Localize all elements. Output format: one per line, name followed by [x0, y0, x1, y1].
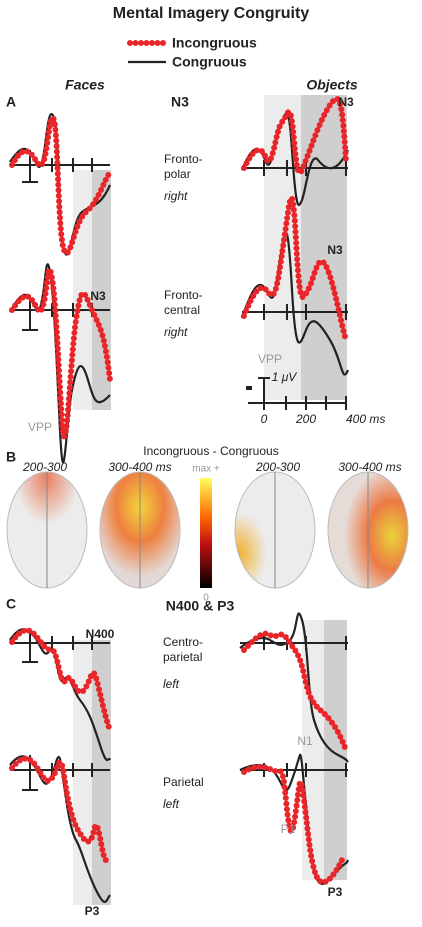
column-title: Faces: [65, 77, 105, 93]
waveform-incongruous: [9, 627, 113, 733]
peak-label: VPP: [28, 420, 52, 434]
legend-label: Congruous: [172, 54, 247, 70]
peak-label: P3: [328, 885, 343, 899]
hemisphere: right: [164, 189, 188, 203]
window-shade: [324, 620, 347, 880]
peak-label: P3: [85, 904, 100, 918]
colorbar-max: max +: [192, 464, 220, 475]
waveform-incongruous: [241, 763, 345, 886]
component: N400 & P3: [166, 598, 235, 614]
axis: [10, 295, 110, 331]
axis: [242, 304, 348, 320]
window-label: 300-400 ms: [338, 460, 401, 474]
peak-label: P1: [281, 822, 296, 836]
panel-label: A: [6, 94, 16, 110]
site-name: Fronto-: [164, 152, 203, 166]
header: Mental Imagery Congruity Incongruous Con…: [65, 5, 358, 92]
site-name: parietal: [163, 650, 202, 664]
window-label: 200-300: [255, 460, 300, 474]
site-name: polar: [164, 167, 191, 181]
window-label: 300-400 ms: [108, 460, 171, 474]
waveform-congruous: [239, 612, 349, 763]
axis: [10, 150, 110, 183]
hemisphere: left: [163, 797, 180, 811]
site-name: Fronto-: [164, 288, 203, 302]
panel-label: C: [6, 596, 16, 612]
peak-label: N3: [327, 243, 343, 257]
scale-tick: 400 ms: [346, 412, 385, 426]
site-name: Centro-: [163, 635, 203, 649]
panel-label: B: [6, 449, 16, 465]
peak-label: N3: [338, 95, 354, 109]
peak-label: VPP: [258, 352, 282, 366]
axis: [10, 755, 110, 791]
window-label: 200-300: [22, 460, 67, 474]
site-name: Parietal: [163, 775, 204, 789]
scale-bar: [248, 377, 347, 410]
colorbar: [200, 478, 212, 588]
window-shade: [302, 620, 324, 880]
waveform-incongruous: [9, 266, 113, 440]
panel-b: B Incongruous - Congruous 200-300 300-40…: [6, 444, 409, 604]
title: Mental Imagery Congruity: [113, 5, 310, 22]
panel-a: A N3 N3 VPP Fronto- polar right Fronto- …: [6, 94, 385, 464]
hemisphere: left: [163, 677, 180, 691]
legend-label: Incongruous: [172, 35, 257, 51]
midline: [46, 472, 369, 588]
waveform-incongruous: [9, 114, 113, 256]
hemisphere: right: [164, 325, 188, 339]
colorbar-min: 0: [203, 593, 209, 604]
waveform-incongruous: [241, 630, 349, 753]
site-name: central: [164, 303, 200, 317]
window-shade: [92, 640, 111, 905]
waveform-incongruous: [241, 95, 349, 176]
axis: [10, 628, 110, 663]
window-shade: [73, 640, 92, 905]
panel-title: Incongruous - Congruous: [143, 444, 278, 458]
waveform-incongruous: [241, 195, 349, 343]
waveform-incongruous: [9, 755, 109, 863]
panel-c: C N400 & P3 N400 P3 Centro- parietal lef…: [6, 596, 350, 918]
column-title: Objects: [306, 77, 358, 93]
scale-tick: 200: [295, 412, 316, 426]
peak-label: N3: [90, 289, 106, 303]
peak-label: N1: [297, 734, 313, 748]
scale-amplitude: 1 μV: [272, 370, 298, 384]
axis: [242, 160, 348, 176]
scale-tick: 0: [261, 412, 268, 426]
scale-marker: [246, 386, 252, 390]
component: N3: [171, 94, 189, 110]
peak-label: N400: [86, 627, 115, 641]
